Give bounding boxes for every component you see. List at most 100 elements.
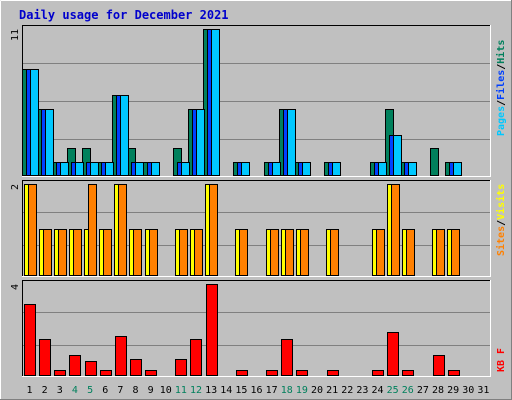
bar-sites-day-2 <box>43 229 52 276</box>
bar-pages-day-1 <box>30 69 39 176</box>
bar-kb-f-day-7 <box>115 336 127 376</box>
day-label: 14 <box>220 385 232 396</box>
bar-pages-day-15 <box>241 162 250 176</box>
bar-pages-day-3 <box>60 162 69 176</box>
bar-sites-day-11 <box>179 229 188 276</box>
legend-part-sep: / <box>496 100 507 106</box>
day-label: 19 <box>296 385 308 396</box>
legend-part-visits: Visits <box>495 184 507 220</box>
bar-kb-f-day-21 <box>327 370 339 376</box>
day-label: 5 <box>87 385 93 396</box>
bar-kb-f-day-25 <box>387 332 399 376</box>
bar-sites-day-29 <box>451 229 460 276</box>
bar-kb-f-day-2 <box>39 339 51 376</box>
bar-pages-day-8 <box>135 162 144 176</box>
day-label: 7 <box>117 385 123 396</box>
bar-kb-f-day-29 <box>448 370 460 376</box>
y-max-label: 2 <box>10 184 21 190</box>
bar-hits-day-28 <box>430 148 439 176</box>
day-label: 13 <box>205 385 217 396</box>
day-label: 26 <box>402 385 414 396</box>
bar-kb-f-day-1 <box>24 304 36 376</box>
day-label: 1 <box>27 385 33 396</box>
bar-kb-f-day-4 <box>69 355 81 376</box>
bar-sites-day-6 <box>103 229 112 276</box>
day-label: 29 <box>447 385 459 396</box>
chart-panels: 11 2 4 <box>10 25 491 377</box>
day-label: 12 <box>190 385 202 396</box>
y-max-label: 4 <box>10 284 21 290</box>
bar-sites-day-21 <box>330 229 339 276</box>
legend-part-pages: Pages <box>496 106 507 136</box>
bar-kb-f-day-11 <box>175 359 187 376</box>
bar-sites-day-3 <box>58 229 67 276</box>
day-label: 30 <box>462 385 474 396</box>
day-label: 27 <box>417 385 429 396</box>
day-label: 9 <box>148 385 154 396</box>
legend-part-hits: Hits <box>495 40 507 64</box>
bar-kb-f-day-24 <box>372 370 384 376</box>
day-label: 21 <box>326 385 338 396</box>
bar-pages-day-13 <box>211 29 220 176</box>
day-label: 3 <box>57 385 63 396</box>
day-label: 16 <box>250 385 262 396</box>
day-label: 20 <box>311 385 323 396</box>
bar-pages-day-4 <box>75 162 84 176</box>
bar-kb-f-day-8 <box>130 359 142 376</box>
bar-kb-f-day-6 <box>100 370 112 376</box>
day-label: 18 <box>281 385 293 396</box>
legend-sites-visits: Sites/Visits <box>495 184 507 256</box>
bar-pages-day-6 <box>105 162 114 176</box>
bar-sites-day-18 <box>285 229 294 276</box>
legend-part-sep: / <box>496 220 507 226</box>
bar-pages-day-25 <box>393 135 402 176</box>
bar-pages-day-7 <box>120 95 129 176</box>
bar-kb-f-day-15 <box>236 370 248 376</box>
bar-kb-f-day-28 <box>433 355 445 376</box>
bar-kb-f-day-12 <box>190 339 202 376</box>
legend-part-sites: Sites <box>495 226 507 256</box>
bar-sites-day-9 <box>149 229 158 276</box>
bar-sites-day-4 <box>73 229 82 276</box>
bar-sites-day-26 <box>406 229 415 276</box>
bar-sites-day-28 <box>436 229 445 276</box>
y-max-label: 11 <box>10 29 21 41</box>
bar-sites-day-24 <box>376 229 385 276</box>
day-label: 17 <box>266 385 278 396</box>
bar-kb-f-day-9 <box>145 370 157 376</box>
bar-sites-day-5 <box>88 184 97 276</box>
bar-pages-day-2 <box>45 109 54 176</box>
legend-part-sep: / <box>496 64 507 70</box>
legend-part-files: Files <box>495 70 507 100</box>
bar-sites-day-1 <box>28 184 37 276</box>
day-label: 11 <box>175 385 187 396</box>
bar-pages-day-29 <box>453 162 462 176</box>
bar-kb-f-day-13 <box>206 284 218 376</box>
day-label: 23 <box>356 385 368 396</box>
day-label: 24 <box>372 385 384 396</box>
day-label: 22 <box>341 385 353 396</box>
bar-sites-day-25 <box>391 184 400 276</box>
day-label: 8 <box>132 385 138 396</box>
bar-pages-day-19 <box>302 162 311 176</box>
bar-kb-f-day-5 <box>85 361 97 376</box>
bar-kb-f-day-18 <box>281 339 293 376</box>
bar-sites-day-17 <box>270 229 279 276</box>
bar-sites-day-13 <box>209 184 218 276</box>
bar-pages-day-11 <box>181 162 190 176</box>
panel-background <box>22 280 491 377</box>
day-label: 28 <box>432 385 444 396</box>
bar-sites-day-8 <box>133 229 142 276</box>
day-label: 25 <box>387 385 399 396</box>
day-label: 31 <box>477 385 489 396</box>
day-axis-labels: 1 2 3 4 5 6 7 8 9 10 11 12 13 14 15 16 17 18 19 20 21 22 23 24 2… <box>27 385 490 396</box>
bar-pages-day-5 <box>90 162 99 176</box>
day-label: 6 <box>102 385 108 396</box>
day-label: 2 <box>42 385 48 396</box>
bar-pages-day-18 <box>287 109 296 176</box>
bar-pages-day-12 <box>196 109 205 176</box>
bar-sites-day-15 <box>239 229 248 276</box>
bar-sites-day-19 <box>300 229 309 276</box>
bar-kb-f-day-3 <box>54 370 66 376</box>
